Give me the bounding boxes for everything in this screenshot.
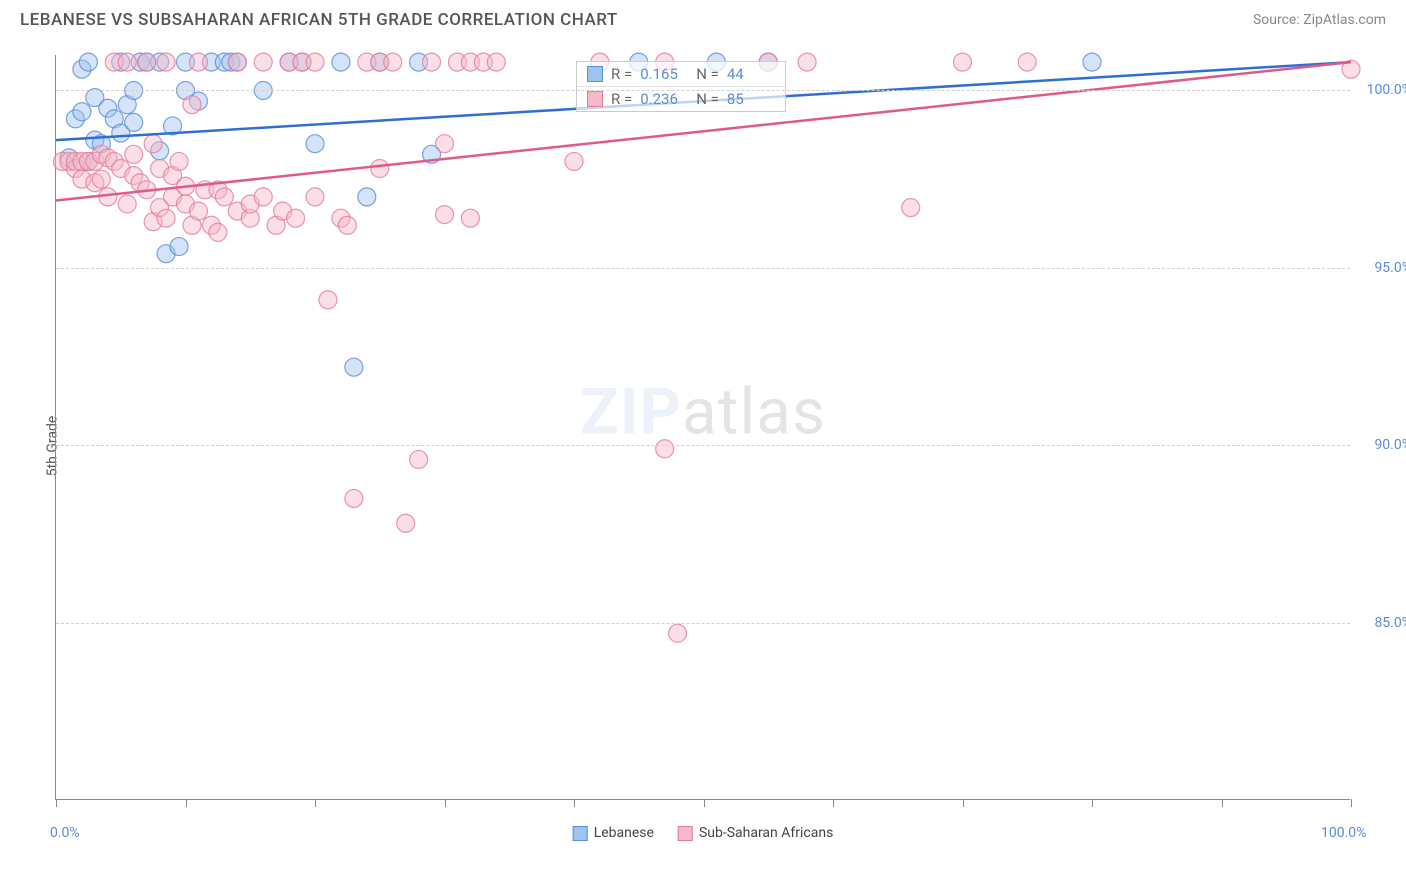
y-tick-label: 90.0% <box>1374 437 1406 453</box>
scatter-point <box>371 160 389 178</box>
scatter-point <box>436 206 454 224</box>
scatter-point <box>798 53 816 71</box>
scatter-point <box>170 238 188 256</box>
header: LEBANESE VS SUBSAHARAN AFRICAN 5TH GRADE… <box>0 0 1406 36</box>
scatter-point <box>461 209 479 227</box>
scatter-point <box>228 53 246 71</box>
scatter-point <box>170 152 188 170</box>
x-tick <box>963 799 964 807</box>
scatter-point <box>332 53 350 71</box>
gridline <box>56 445 1350 446</box>
chart-plot-area: ZIPatlas R =0.165N =44R =0.236N =85 Leba… <box>55 55 1350 800</box>
scatter-point <box>656 440 674 458</box>
scatter-point <box>138 53 156 71</box>
x-tick <box>1351 799 1352 807</box>
y-tick-label: 100.0% <box>1367 82 1406 98</box>
stat-r-label: R = <box>611 90 632 108</box>
scatter-point <box>254 188 272 206</box>
gridline <box>56 623 1350 624</box>
legend-label: Lebanese <box>594 825 654 841</box>
x-tick-label: 100.0% <box>1321 825 1366 841</box>
scatter-point <box>73 103 91 121</box>
scatter-point <box>345 358 363 376</box>
x-tick <box>574 799 575 807</box>
scatter-point <box>99 188 117 206</box>
scatter-point <box>338 216 356 234</box>
gridline <box>56 268 1350 269</box>
x-tick <box>56 799 57 807</box>
y-tick-label: 85.0% <box>1374 615 1406 631</box>
scatter-point <box>118 195 136 213</box>
legend-swatch <box>678 826 693 841</box>
scatter-point <box>306 53 324 71</box>
chart-title: LEBANESE VS SUBSAHARAN AFRICAN 5TH GRADE… <box>20 10 618 30</box>
scatter-point <box>189 53 207 71</box>
legend-swatch <box>587 91 603 107</box>
scatter-point <box>92 170 110 188</box>
scatter-point <box>423 53 441 71</box>
legend-item: Lebanese <box>573 825 654 841</box>
stat-n-value: 85 <box>727 90 775 108</box>
x-tick <box>833 799 834 807</box>
scatter-point <box>319 291 337 309</box>
x-tick-label: 0.0% <box>50 825 80 841</box>
x-tick <box>704 799 705 807</box>
scatter-point <box>306 188 324 206</box>
stat-n-value: 44 <box>727 65 775 83</box>
scatter-point <box>954 53 972 71</box>
scatter-point <box>345 489 363 507</box>
scatter-point <box>287 209 305 227</box>
scatter-point <box>254 53 272 71</box>
y-tick-label: 95.0% <box>1374 260 1406 276</box>
stat-r-label: R = <box>611 65 632 83</box>
scatter-point <box>125 145 143 163</box>
scatter-point <box>397 514 415 532</box>
scatter-point <box>306 135 324 153</box>
stats-legend-box: R = 0.165 N = 44 R = 0.236 N = 85 <box>576 61 786 112</box>
stat-r-value: 0.165 <box>640 65 688 83</box>
stat-r-value: 0.236 <box>640 90 688 108</box>
legend-swatch <box>587 66 603 82</box>
stat-n-label: N = <box>696 90 719 108</box>
scatter-point <box>410 450 428 468</box>
scatter-point <box>487 53 505 71</box>
scatter-point <box>669 624 687 642</box>
scatter-svg <box>56 55 1350 799</box>
scatter-point <box>157 53 175 71</box>
stats-row: R = 0.165 N = 44 <box>577 62 785 87</box>
source-label: Source: ZipAtlas.com <box>1253 12 1386 28</box>
x-tick <box>445 799 446 807</box>
scatter-point <box>436 135 454 153</box>
scatter-point <box>79 53 97 71</box>
legend-swatch <box>573 826 588 841</box>
scatter-point <box>358 188 376 206</box>
x-tick <box>1222 799 1223 807</box>
stat-n-label: N = <box>696 65 719 83</box>
scatter-point <box>183 96 201 114</box>
scatter-point <box>157 209 175 227</box>
scatter-point <box>144 135 162 153</box>
scatter-point <box>118 53 136 71</box>
legend-bottom: Lebanese Sub-Saharan Africans <box>573 825 834 841</box>
scatter-point <box>384 53 402 71</box>
x-tick <box>186 799 187 807</box>
x-tick <box>1092 799 1093 807</box>
scatter-point <box>565 152 583 170</box>
scatter-point <box>215 188 233 206</box>
scatter-point <box>1018 53 1036 71</box>
scatter-point <box>209 223 227 241</box>
scatter-point <box>902 199 920 217</box>
scatter-point <box>189 202 207 220</box>
gridline <box>56 90 1350 91</box>
legend-item: Sub-Saharan Africans <box>678 825 833 841</box>
scatter-point <box>125 113 143 131</box>
x-tick <box>315 799 316 807</box>
scatter-point <box>1083 53 1101 71</box>
legend-label: Sub-Saharan Africans <box>699 825 833 841</box>
